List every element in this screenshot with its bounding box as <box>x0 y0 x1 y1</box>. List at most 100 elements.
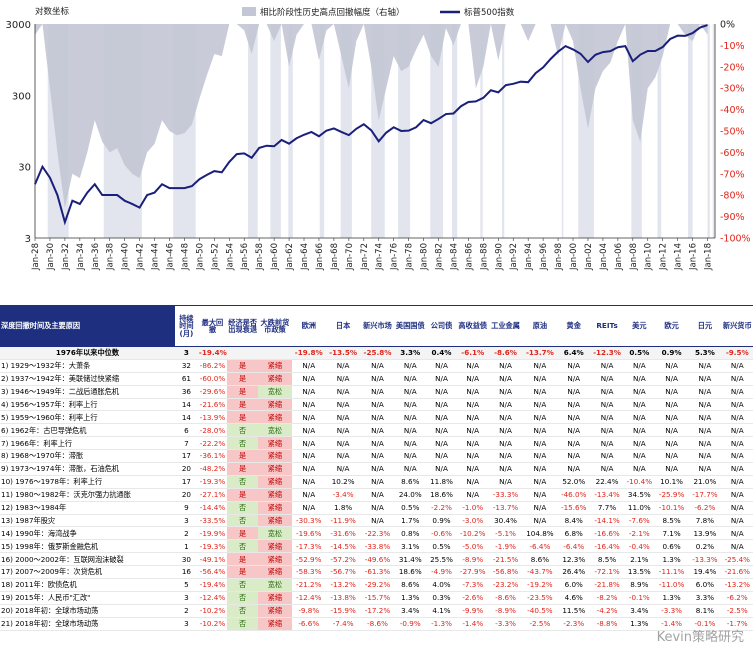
table-cell: 是 <box>227 410 259 425</box>
table-cell: 0.5% <box>394 501 426 515</box>
x-tick-label: Jan-38 <box>106 243 116 271</box>
table-cell: N/A <box>688 449 722 464</box>
table-cell: 18.6% <box>425 488 458 502</box>
table-cell: 61 <box>174 372 198 386</box>
table-cell: 否 <box>227 591 259 605</box>
table-cell: 否 <box>227 423 259 438</box>
table-cell: N/A <box>394 372 426 386</box>
table-cell: N/A <box>721 436 753 451</box>
table-cell: 3.1% <box>394 539 426 554</box>
table-cell: -7.4% <box>325 617 361 631</box>
row-label: 4) 1956～1957年：利率上行 <box>0 398 175 412</box>
table-cell: -8.8% <box>590 617 624 631</box>
table-cell: 6.0% <box>688 578 722 592</box>
table-cell: -19.4% <box>197 578 228 592</box>
table-row: 18) 2011年：欧债危机 5 -19.4% 否宽松 -21.2% -13.2% -29.… <box>0 578 753 592</box>
table-cell: 3.3% <box>688 591 722 605</box>
table-cell: N/A <box>425 372 458 386</box>
table-cell: N/A <box>623 436 655 451</box>
row-label: 7) 1966年：利率上行 <box>0 436 175 451</box>
median-cell: -13.5% <box>325 346 361 360</box>
table-row: 6) 1962年：古巴导弹危机 6 -28.0% 否宽松 N/A N/A N/A N/A N/A… <box>0 423 753 438</box>
table-cell: -22.2% <box>197 436 228 451</box>
x-tick-label: Jan-06 <box>614 243 624 271</box>
table-cell: N/A <box>590 410 624 425</box>
table-cell: N/A <box>488 372 523 386</box>
table-cell: 是 <box>227 398 259 412</box>
table-cell: -5.1% <box>488 526 523 541</box>
table-cell: -14.1% <box>590 514 624 528</box>
table-cell: -14.4% <box>197 501 228 515</box>
table-cell: -19.9% <box>197 526 228 541</box>
x-tick-label: Jan-74 <box>375 243 385 271</box>
table-cell: -28.0% <box>197 423 228 438</box>
table-cell: N/A <box>557 398 591 412</box>
x-tick-label: Jan-42 <box>136 243 146 271</box>
table-cell: N/A <box>360 462 395 476</box>
table-header-cell: 大跌前货币政策 <box>258 305 292 347</box>
table-cell: 1.8% <box>325 501 361 515</box>
table-cell: N/A <box>360 423 395 438</box>
table-row: 10) 1976～1978年：利率上行 17 -19.3% 否紧缩 N/A 10.2% N/… <box>0 475 753 489</box>
table-cell: -43.7% <box>522 565 558 580</box>
table-cell: 14 <box>174 410 198 425</box>
table-cell: 紧缩 <box>258 617 292 631</box>
table-cell: -33.5% <box>197 514 228 528</box>
table-cell: N/A <box>394 359 426 373</box>
median-cell: 3.3% <box>394 346 426 360</box>
row-label: 11) 1980～1982年：沃克尔强力抗通胀 <box>0 488 175 502</box>
x-tick-label: Jan-72 <box>360 243 370 271</box>
table-cell: N/A <box>522 359 558 373</box>
table-cell: 宽松 <box>258 526 292 541</box>
table-cell: N/A <box>457 436 489 451</box>
table-cell: 是 <box>227 565 259 580</box>
table-header-cell: 新兴货币 <box>721 305 753 347</box>
table-cell: N/A <box>325 410 361 425</box>
chart-ticks: 3000 300 30 3 0% -10% -20% -30% -40% -50% -60% -70%… <box>6 20 751 272</box>
x-tick-label: Jan-32 <box>61 243 71 271</box>
table-cell: N/A <box>623 462 655 476</box>
table-cell: 14 <box>174 398 198 412</box>
table-cell: 8.9% <box>623 578 655 592</box>
table-cell: -56.4% <box>197 565 228 580</box>
x-tick-label: Jan-28 <box>31 243 41 271</box>
table-cell: -0.6% <box>425 526 458 541</box>
x-tick-label: Jan-64 <box>300 243 310 271</box>
table-cell: N/A <box>488 449 523 464</box>
median-cell: -9.5% <box>721 346 753 360</box>
x-tick-label: Jan-68 <box>330 243 340 271</box>
x-tick-label: Jan-34 <box>76 243 86 271</box>
table-cell: -27.9% <box>457 565 489 580</box>
recession-band-3 <box>247 24 258 238</box>
table-cell: N/A <box>425 359 458 373</box>
table-cell: N/A <box>425 385 458 399</box>
table-cell: -0.1% <box>688 617 722 631</box>
table-cell: N/A <box>590 449 624 464</box>
row-label: 2) 1937～1942年：美联储过快紧缩 <box>0 372 175 386</box>
table-cell: -19.6% <box>291 526 326 541</box>
table-cell: 紧缩 <box>258 462 292 476</box>
table-cell: -1.4% <box>654 617 689 631</box>
x-tick-label: Jan-92 <box>509 243 519 271</box>
x-tick-label: Jan-36 <box>91 243 101 271</box>
table-cell: -3.3% <box>488 617 523 631</box>
table-cell: N/A <box>457 359 489 373</box>
table-cell: 22.4% <box>590 475 624 489</box>
table-cell: N/A <box>557 423 591 438</box>
table-cell: N/A <box>557 372 591 386</box>
table-cell: 1.3% <box>394 591 426 605</box>
table-cell: 17 <box>174 449 198 464</box>
median-cell <box>258 346 292 360</box>
table-cell: -25.9% <box>654 488 689 502</box>
table-cell: 34.5% <box>623 488 655 502</box>
table-cell: -29.6% <box>197 385 228 399</box>
left-tick-label: 3000 <box>6 20 31 31</box>
table-cell: N/A <box>654 372 689 386</box>
table-cell: 1.3% <box>654 591 689 605</box>
x-tick-label: Jan-66 <box>315 243 325 271</box>
table-cell: -2.6% <box>457 591 489 605</box>
table-cell: -2.2% <box>425 501 458 515</box>
table-cell: 8.4% <box>557 514 591 528</box>
table-cell: -21.8% <box>590 578 624 592</box>
table-cell: N/A <box>522 462 558 476</box>
